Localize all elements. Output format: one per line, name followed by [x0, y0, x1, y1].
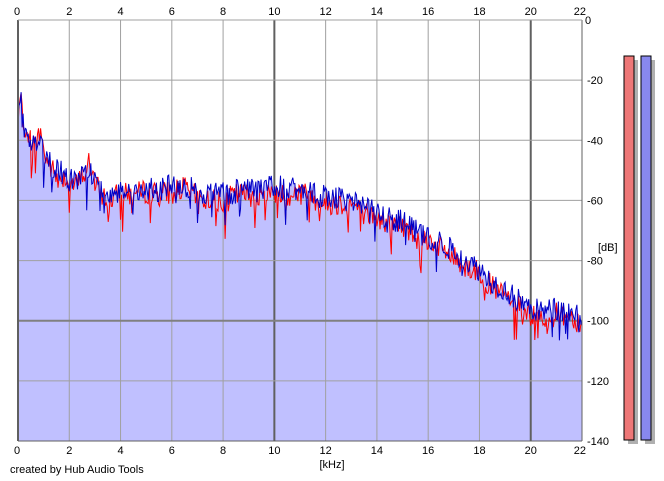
plot-frame — [17, 19, 583, 442]
y-tick-label: -20 — [587, 75, 603, 87]
y-tick-label: -40 — [587, 135, 603, 147]
series-lines — [17, 92, 583, 341]
x-tick-label: 4 — [117, 6, 123, 18]
y-tick-label: -120 — [587, 376, 609, 388]
spectrum-fill — [18, 92, 582, 441]
x-tick-label: 2 — [66, 6, 72, 18]
x-tick-label: 0 — [14, 6, 20, 18]
y-tick-label-zero: 0 — [585, 15, 591, 27]
x-tick-label: 22 — [574, 445, 586, 457]
x-tick-label: 8 — [220, 445, 226, 457]
x-tick-label: 10 — [268, 6, 280, 18]
x-tick-label: 0 — [14, 445, 20, 457]
x-tick-label: 20 — [525, 6, 537, 18]
x-tick-label: 12 — [320, 445, 332, 457]
x-tick-label: 10 — [268, 445, 280, 457]
red-series-line — [17, 93, 583, 341]
x-tick-label: 2 — [66, 445, 72, 457]
blue-level-meter — [640, 55, 652, 441]
y-tick-label: -60 — [587, 195, 603, 207]
x-tick-label: 12 — [320, 6, 332, 18]
y-axis-label: [dB] — [598, 242, 618, 254]
y-tick-label: -100 — [587, 316, 609, 328]
spectrum-area — [18, 92, 582, 441]
x-tick-label: 6 — [169, 445, 175, 457]
x-tick-label: 18 — [473, 445, 485, 457]
x-tick-label: 22 — [574, 6, 586, 18]
x-tick-labels-bottom: 0 2 4 6 8 10 12 14 16 18 20 22 — [14, 445, 586, 457]
x-axis-label: [kHz] — [319, 459, 344, 471]
x-tick-label: 20 — [525, 445, 537, 457]
red-level-meter — [623, 55, 635, 441]
x-tick-label: 6 — [169, 6, 175, 18]
x-tick-label: 14 — [371, 445, 383, 457]
blue-series-line — [17, 92, 583, 341]
x-tick-label: 14 — [371, 6, 383, 18]
level-meters — [623, 55, 655, 444]
x-tick-label: 4 — [117, 445, 123, 457]
y-tick-label: -80 — [587, 256, 603, 268]
credit-text: created by Hub Audio Tools — [10, 464, 144, 476]
x-tick-label: 18 — [473, 6, 485, 18]
x-tick-label: 16 — [422, 445, 434, 457]
x-tick-label: 16 — [422, 6, 434, 18]
x-tick-labels-top: 0 2 4 6 8 10 12 14 16 18 20 22 — [14, 6, 586, 18]
x-tick-label: 8 — [220, 6, 226, 18]
y-tick-labels: 0 -20 -40 -60 -80 -100 -120 -140 — [585, 15, 609, 448]
y-tick-label: -140 — [587, 436, 609, 448]
